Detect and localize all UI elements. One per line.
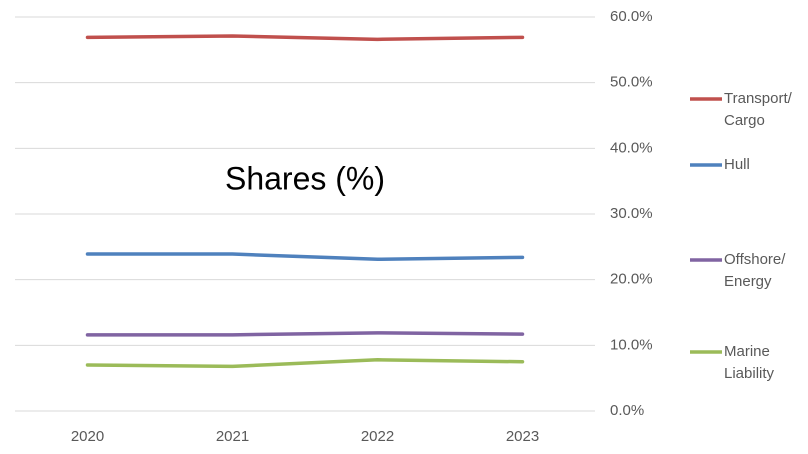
y-tick-label: 30.0%: [610, 205, 653, 222]
y-tick-label: 40.0%: [610, 139, 653, 156]
y-tick-label: 60.0%: [610, 8, 653, 25]
y-tick-label: 0.0%: [610, 402, 644, 419]
chart-title: Shares (%): [225, 160, 385, 196]
x-tick-label: 2023: [506, 428, 539, 445]
x-tick-label: 2020: [71, 428, 104, 445]
legend-label: Offshore/ Energy: [724, 251, 786, 290]
y-tick-label: 20.0%: [610, 271, 653, 288]
legend-label: Marine Liability: [724, 343, 775, 382]
legend-label: Hull: [724, 156, 750, 173]
y-tick-label: 50.0%: [610, 74, 653, 91]
series-line: [85, 358, 525, 369]
x-tick-label: 2022: [361, 428, 394, 445]
y-tick-label: 10.0%: [610, 336, 653, 353]
series-line: [85, 331, 525, 337]
legend-label: Transport/ Cargo: [724, 90, 792, 129]
series-line: [85, 34, 525, 42]
series-line: [85, 252, 525, 262]
x-tick-label: 2021: [216, 428, 249, 445]
